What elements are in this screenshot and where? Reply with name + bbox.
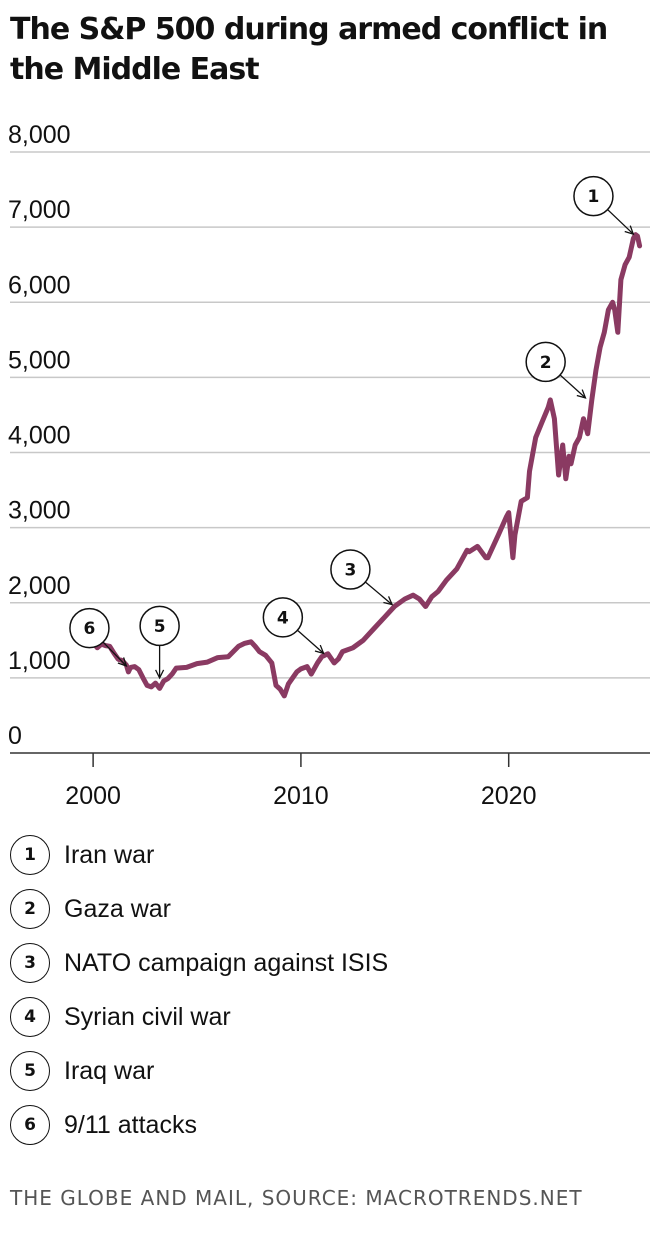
annotation-arrowhead-1 bbox=[624, 225, 635, 236]
legend: 1 Iran war 2 Gaza war 3 NATO campaign ag… bbox=[10, 828, 650, 1152]
y-tick-label: 6,000 bbox=[8, 271, 71, 299]
legend-label-3: NATO campaign against ISIS bbox=[64, 948, 389, 977]
y-tick-label: 7,000 bbox=[8, 196, 71, 224]
annotation-number-6: 6 bbox=[84, 619, 96, 639]
legend-marker-2: 2 bbox=[10, 889, 50, 929]
annotation-number-5: 5 bbox=[154, 617, 166, 637]
annotation-layer: 1 2 3 4 5 6 bbox=[69, 175, 635, 680]
chart-title: The S&P 500 during armed conflict in the… bbox=[10, 12, 608, 87]
grid-layer bbox=[10, 151, 650, 679]
annotation-arrowhead-5 bbox=[155, 669, 165, 680]
y-tick-label: 0 bbox=[8, 722, 22, 750]
annotation-arrow-4 bbox=[297, 629, 325, 654]
annotation-number-4: 4 bbox=[277, 608, 289, 628]
legend-item-4: 4 Syrian civil war bbox=[10, 990, 650, 1044]
annotation-arrowhead-4 bbox=[314, 644, 325, 655]
legend-label-4: Syrian civil war bbox=[64, 1002, 231, 1031]
legend-marker-1: 1 bbox=[10, 835, 50, 875]
legend-label-2: Gaza war bbox=[64, 894, 171, 923]
legend-item-5: 5 Iraq war bbox=[10, 1044, 650, 1098]
legend-item-6: 6 9/11 attacks bbox=[10, 1098, 650, 1152]
annotation-marker-4 bbox=[262, 597, 304, 638]
legend-marker-4: 4 bbox=[10, 997, 50, 1037]
legend-marker-5: 5 bbox=[10, 1051, 50, 1091]
legend-marker-6: 6 bbox=[10, 1105, 50, 1145]
legend-label-5: Iraq war bbox=[64, 1056, 155, 1085]
x-tick-label: 2010 bbox=[273, 782, 329, 810]
legend-item-3: 3 NATO campaign against ISIS bbox=[10, 936, 650, 990]
x-axis: 2000 2010 2020 bbox=[10, 752, 650, 810]
annotation-number-2: 2 bbox=[540, 353, 552, 373]
annotation-marker-6 bbox=[69, 607, 110, 649]
annotation-arrow-6 bbox=[102, 641, 127, 667]
annotation-arrow-2 bbox=[559, 374, 586, 399]
legend-label-6: 9/11 attacks bbox=[64, 1110, 197, 1139]
annotation-number-3: 3 bbox=[344, 561, 356, 581]
y-tick-label: 2,000 bbox=[8, 572, 71, 600]
annotation-arrow-1 bbox=[607, 209, 634, 235]
legend-label-1: Iran war bbox=[64, 840, 155, 869]
y-tick-label: 8,000 bbox=[8, 121, 71, 149]
line-chart: 0 1,000 2,000 3,000 4,000 5,000 6,000 7,000 8,00… bbox=[8, 121, 650, 810]
x-tick-label: 2000 bbox=[65, 782, 121, 810]
annotation-arrowhead-2 bbox=[576, 389, 587, 399]
annotation-arrow-3 bbox=[364, 581, 393, 606]
annotation-number-1: 1 bbox=[588, 187, 600, 207]
series-layer bbox=[90, 232, 643, 699]
series-line bbox=[90, 232, 643, 699]
source-credit: THE GLOBE AND MAIL, SOURCE: MACROTRENDS.… bbox=[10, 1186, 583, 1210]
x-tick-label: 2020 bbox=[481, 782, 537, 810]
legend-item-1: 1 Iran war bbox=[10, 828, 650, 882]
annotation-marker-5 bbox=[139, 605, 180, 647]
legend-item-2: 2 Gaza war bbox=[10, 882, 650, 936]
y-tick-label: 5,000 bbox=[8, 346, 71, 374]
annotation-marker-2 bbox=[525, 341, 566, 383]
annotation-marker-3 bbox=[330, 549, 371, 590]
y-tick-label: 4,000 bbox=[8, 422, 71, 450]
annotation-marker-1 bbox=[573, 175, 614, 217]
y-tick-label: 1,000 bbox=[8, 647, 71, 675]
y-tick-labels: 0 1,000 2,000 3,000 4,000 5,000 6,000 7,000 8,00… bbox=[8, 121, 71, 750]
legend-marker-3: 3 bbox=[10, 943, 50, 983]
annotation-arrowhead-6 bbox=[117, 657, 128, 668]
annotation-arrowhead-3 bbox=[383, 596, 394, 606]
y-tick-label: 3,000 bbox=[8, 497, 71, 525]
